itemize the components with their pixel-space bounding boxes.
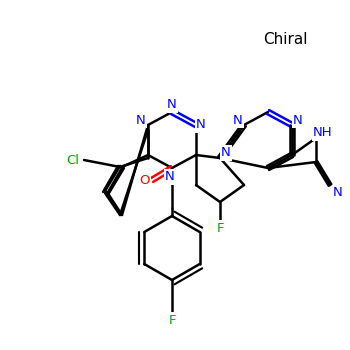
Text: N: N [221, 147, 231, 160]
Text: N: N [196, 119, 206, 132]
Text: N: N [333, 187, 343, 199]
Text: NH: NH [313, 126, 333, 140]
Text: F: F [216, 222, 224, 235]
Text: N: N [167, 98, 177, 112]
Text: N: N [293, 113, 303, 126]
Text: Cl: Cl [66, 154, 79, 167]
Text: O: O [139, 174, 149, 187]
Text: N: N [233, 113, 243, 126]
Text: N: N [165, 170, 175, 183]
Text: F: F [168, 314, 176, 327]
Text: Chiral: Chiral [263, 33, 307, 48]
Text: N: N [136, 113, 146, 126]
